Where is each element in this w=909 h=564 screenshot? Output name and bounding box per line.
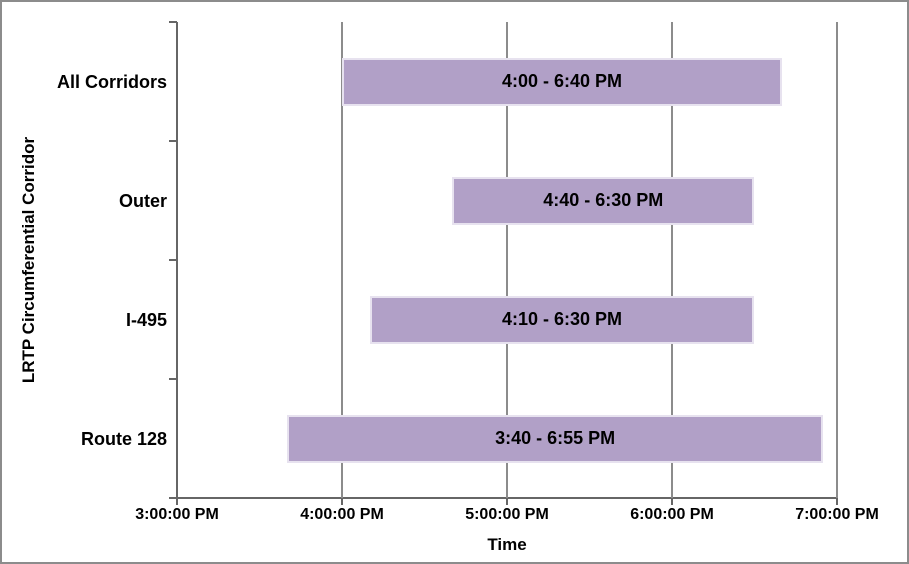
category-label: I-495 — [125, 309, 167, 330]
bar-label: 4:00 - 6:40 PM — [501, 71, 623, 91]
x-axis-title: Time — [487, 535, 527, 554]
y-axis-title: LRTP Circumferential Corridor — [19, 136, 38, 384]
y-axis-tick — [169, 140, 177, 142]
x-axis-tick-label: 4:00:00 PM — [300, 506, 384, 523]
y-axis-tick — [169, 259, 177, 261]
y-axis-tick — [169, 378, 177, 380]
x-axis-tick — [341, 498, 343, 505]
y-axis-tick — [169, 497, 177, 499]
category-label: All Corridors — [56, 71, 167, 92]
time-bar: 3:40 - 6:55 PM — [287, 414, 824, 463]
vertical-gridline — [836, 22, 838, 498]
x-axis-tick — [176, 498, 178, 505]
vertical-gridline — [671, 22, 673, 498]
time-bar: 4:10 - 6:30 PM — [369, 295, 755, 344]
vertical-gridline — [506, 22, 508, 498]
bar-label: 4:10 - 6:30 PM — [501, 309, 623, 329]
time-bar: 4:00 - 6:40 PM — [342, 57, 782, 106]
x-axis-tick-label: 7:00:00 PM — [795, 506, 879, 523]
bar-label: 3:40 - 6:55 PM — [495, 428, 616, 448]
x-axis-tick-label: 3:00:00 PM — [135, 506, 219, 523]
bar-label: 4:40 - 6:30 PM — [543, 190, 664, 210]
y-axis-line — [176, 22, 178, 499]
x-axis-tick-label: 5:00:00 PM — [465, 506, 549, 523]
y-axis-tick — [169, 21, 177, 23]
x-axis-tick — [671, 498, 673, 505]
x-axis-tick — [836, 498, 838, 505]
x-axis-tick — [506, 498, 508, 505]
vertical-gridline — [341, 22, 343, 498]
time-bar: 4:40 - 6:30 PM — [452, 176, 755, 225]
category-label: Outer — [118, 190, 167, 211]
x-axis-tick-label: 6:00:00 PM — [630, 506, 714, 523]
category-label: Route 128 — [80, 428, 167, 449]
